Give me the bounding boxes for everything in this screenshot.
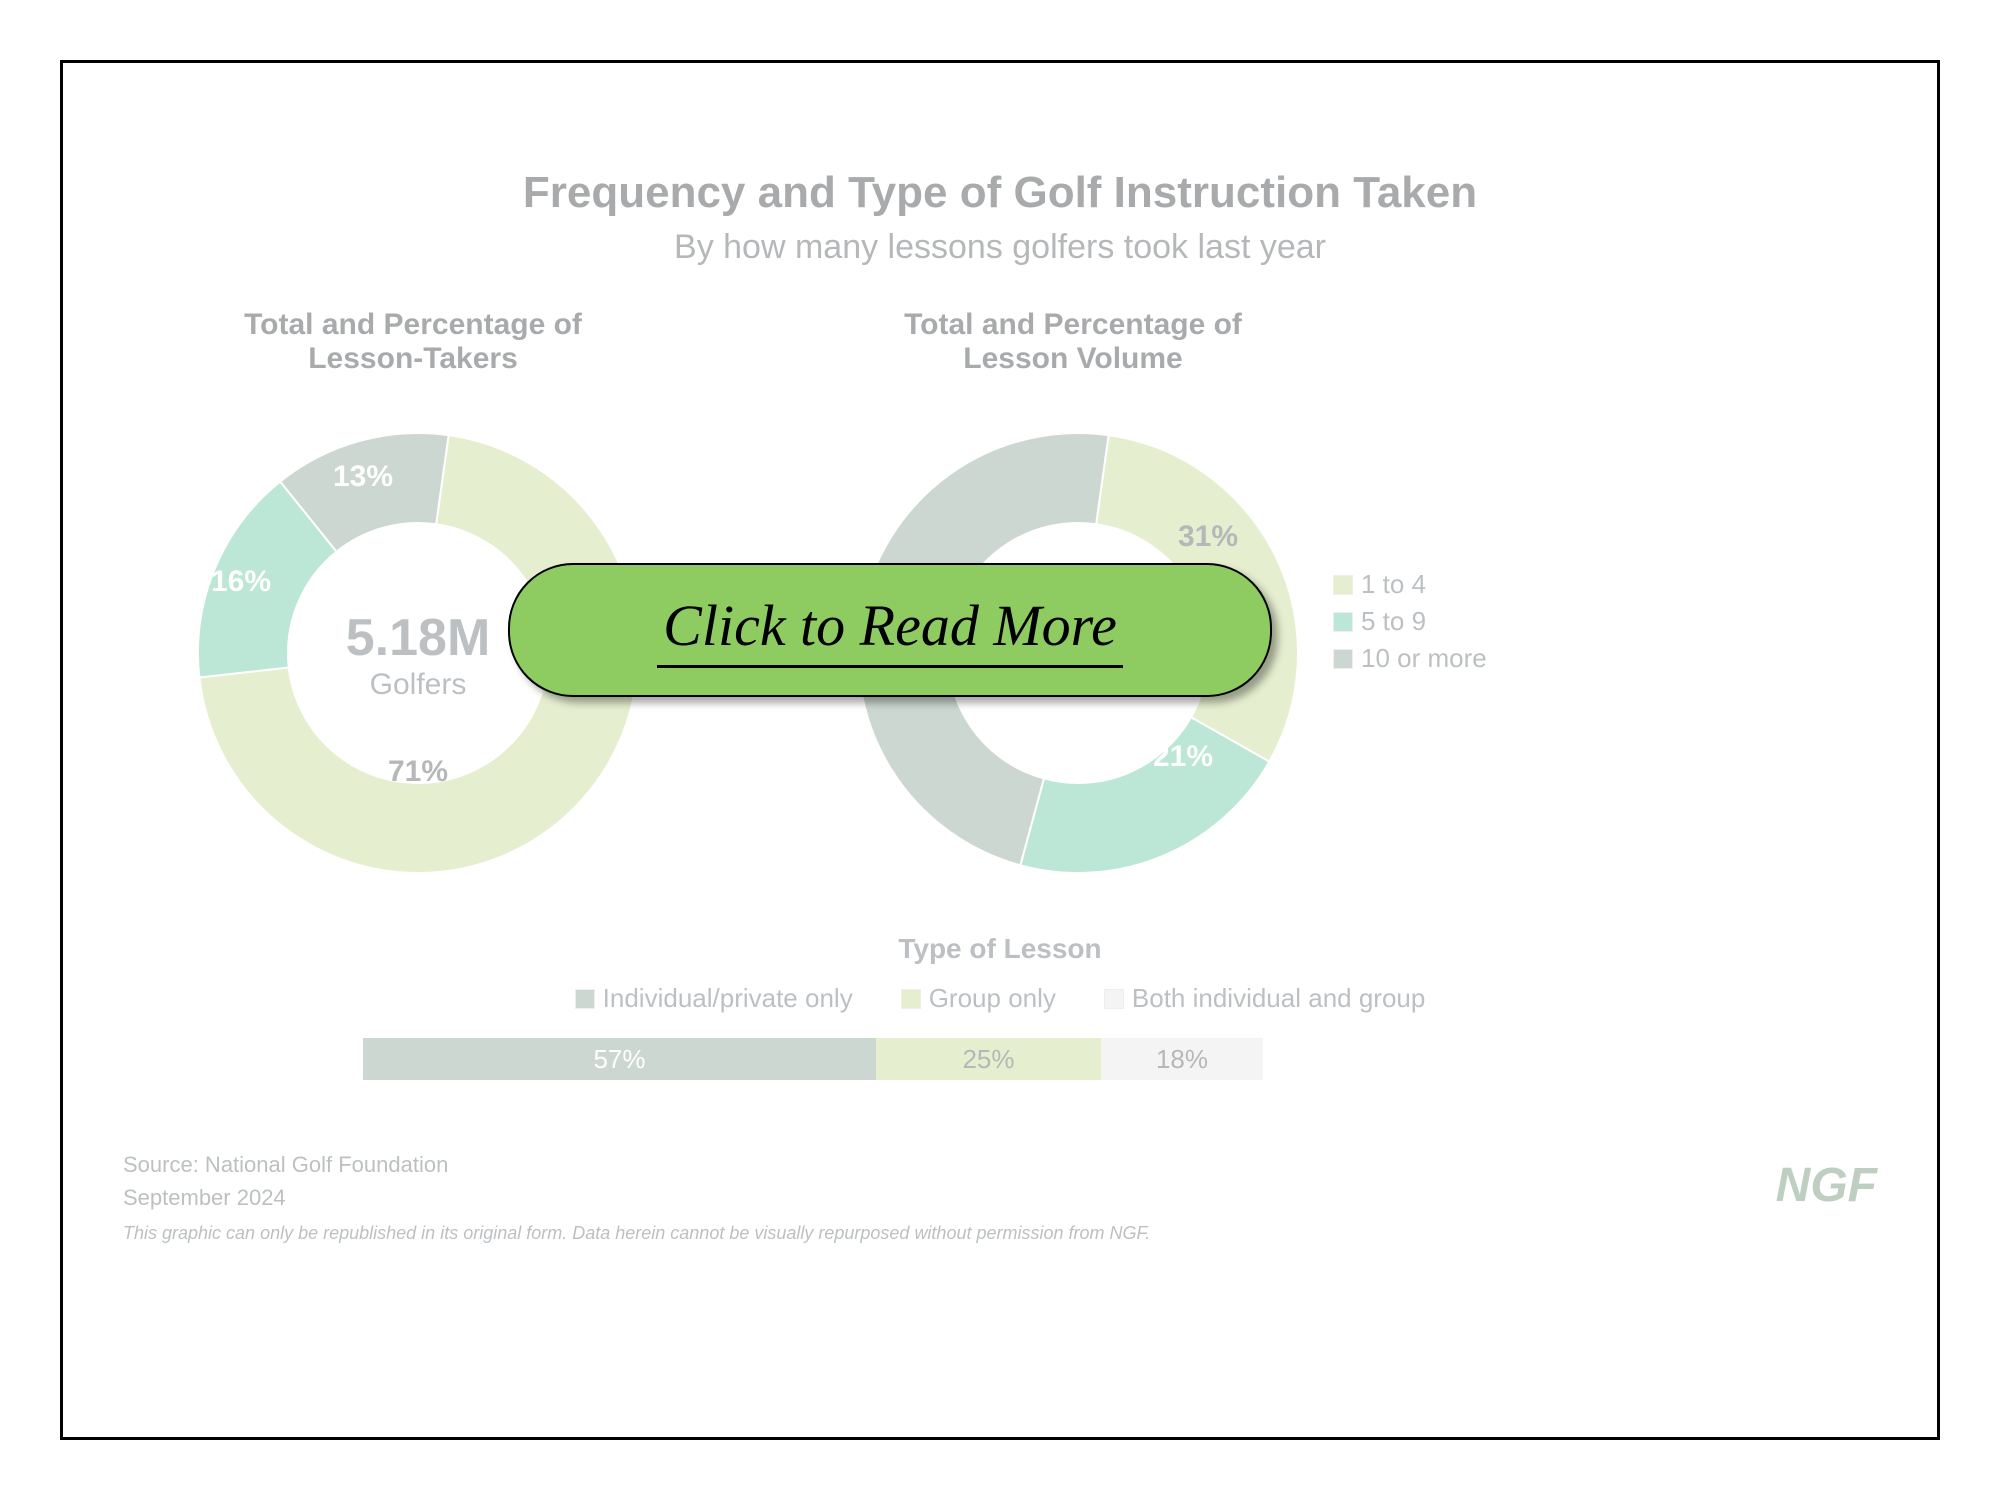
source-copyright: This graphic can only be republished in … [123, 1220, 1150, 1247]
type-of-lesson-legend: Individual/private only Group only Both in… [63, 983, 1937, 1014]
type-legend-item: Group only [901, 983, 1056, 1014]
legend-label: Individual/private only [603, 983, 853, 1014]
legend-swatch [1104, 989, 1124, 1009]
source-line-2: September 2024 [123, 1181, 1150, 1214]
legend-item: 1 to 4 [1333, 569, 1487, 600]
donut-slice [1020, 717, 1269, 873]
type-legend-item: Both individual and group [1104, 983, 1425, 1014]
legend-label: 1 to 4 [1361, 569, 1426, 600]
slice-pct-label: 21% [1153, 740, 1213, 774]
bar-segment: 57% [363, 1038, 876, 1080]
legend-swatch [1333, 612, 1353, 632]
legend-swatch [901, 989, 921, 1009]
bar-segment: 18% [1101, 1038, 1263, 1080]
left-donut-center-label: Golfers [298, 668, 538, 702]
type-legend-item: Individual/private only [575, 983, 853, 1014]
left-donut-center-value: 5.18M [298, 608, 538, 668]
source-block: Source: National Golf Foundation Septemb… [123, 1148, 1150, 1247]
legend-label: Group only [929, 983, 1056, 1014]
left-donut-title: Total and Percentage of Lesson-Takers [213, 308, 613, 376]
legend-item: 5 to 9 [1333, 606, 1487, 637]
legend-label: 5 to 9 [1361, 606, 1426, 637]
right-donut-title: Total and Percentage of Lesson Volume [873, 308, 1273, 376]
graphic-frame: Frequency and Type of Golf Instruction T… [60, 60, 1940, 1440]
slice-pct-label: 71% [388, 755, 448, 789]
legend-swatch [575, 989, 595, 1009]
chart-content: Frequency and Type of Golf Instruction T… [63, 63, 1937, 1437]
read-more-button[interactable]: Click to Read More [508, 563, 1272, 697]
donut-legend-right: 1 to 4 5 to 9 10 or more [1333, 563, 1487, 680]
read-more-label: Click to Read More [657, 592, 1123, 668]
slice-pct-label: 16% [211, 565, 271, 599]
source-line-1: Source: National Golf Foundation [123, 1148, 1150, 1181]
type-of-lesson-title: Type of Lesson [63, 933, 1937, 965]
legend-swatch [1333, 649, 1353, 669]
type-of-lesson-bar: 57%25%18% [363, 1038, 1263, 1080]
slice-pct-label: 31% [1178, 520, 1238, 554]
page: Frequency and Type of Golf Instruction T… [0, 0, 2000, 1500]
chart-subtitle: By how many lessons golfers took last ye… [63, 228, 1937, 267]
ngf-logo: NGF [1776, 1158, 1877, 1213]
legend-label: 10 or more [1361, 643, 1487, 674]
legend-item: 10 or more [1333, 643, 1487, 674]
chart-title: Frequency and Type of Golf Instruction T… [63, 168, 1937, 218]
left-donut-center: 5.18M Golfers [298, 608, 538, 702]
bar-segment: 25% [876, 1038, 1101, 1080]
legend-swatch [1333, 575, 1353, 595]
legend-label: Both individual and group [1132, 983, 1425, 1014]
slice-pct-label: 13% [333, 460, 393, 494]
